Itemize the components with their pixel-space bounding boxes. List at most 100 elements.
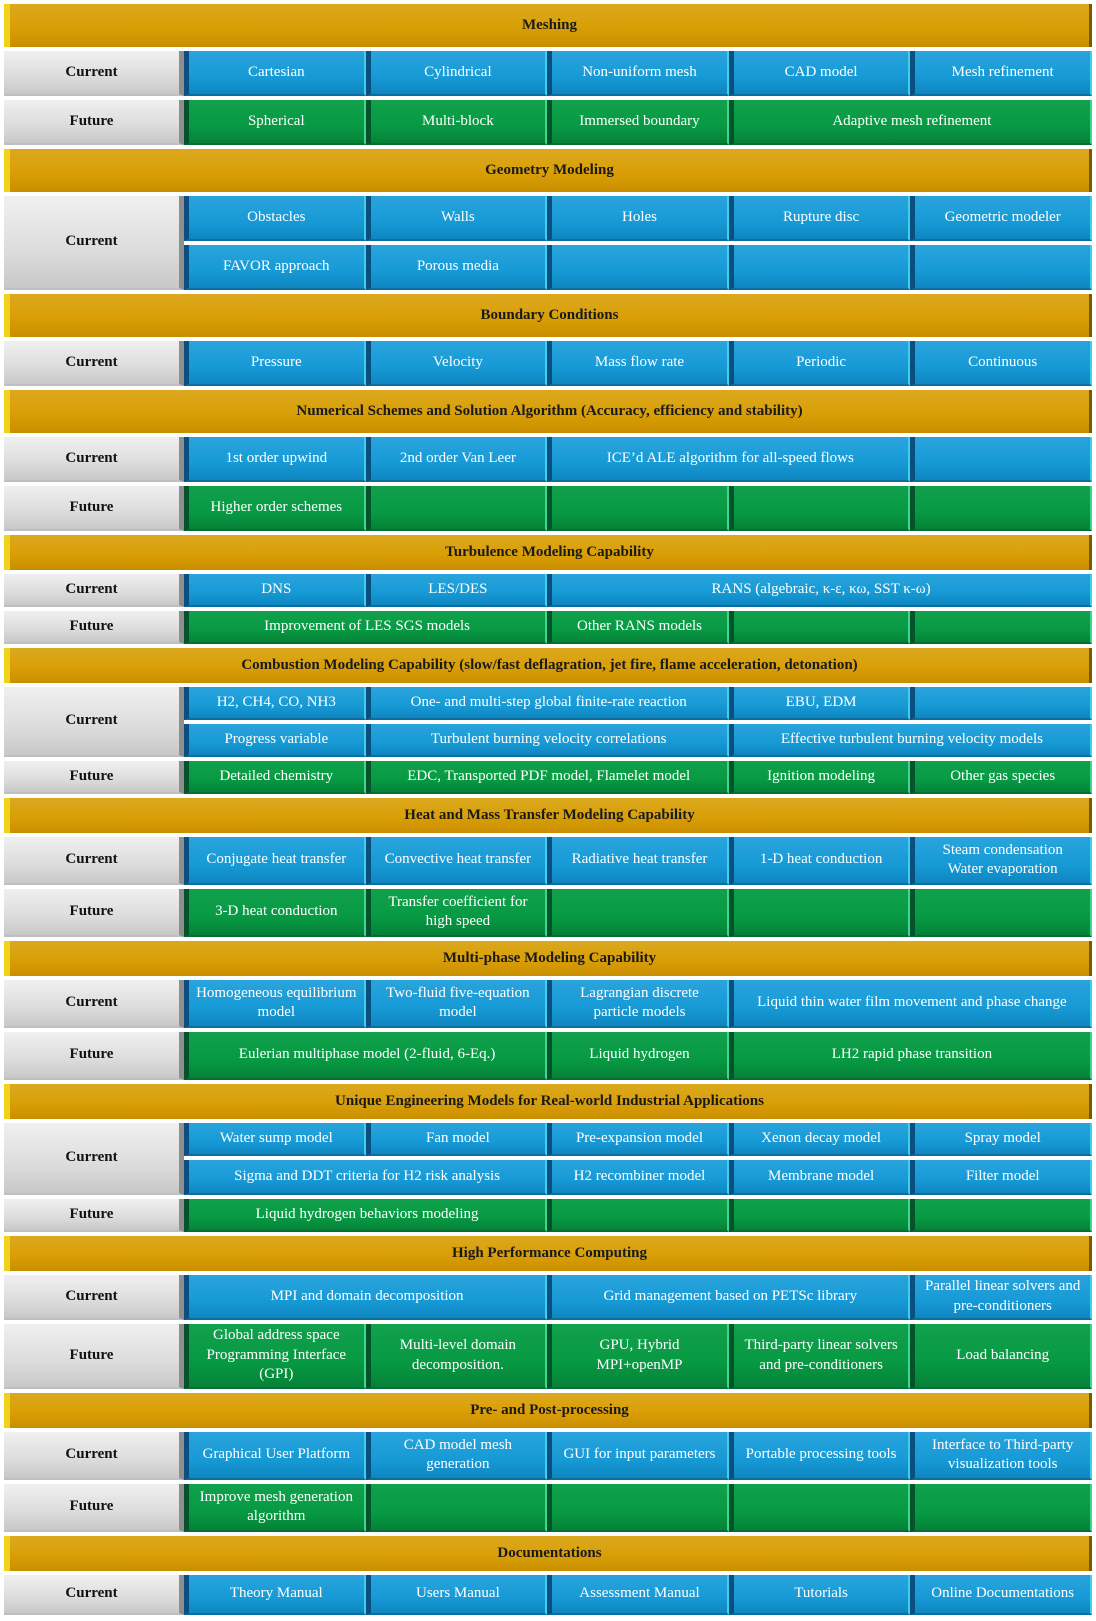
capability-cell: Portable processing tools <box>728 1432 911 1480</box>
capability-cell: Pressure <box>184 341 366 386</box>
section-header: High Performance Computing <box>4 1236 1092 1271</box>
section-header: Meshing <box>4 4 1092 47</box>
capability-cell: CAD model <box>728 51 911 96</box>
capability-cell: Adaptive mesh refinement <box>728 100 1092 145</box>
empty-cell <box>910 1484 1092 1532</box>
capability-cell: Ignition modeling <box>728 761 911 794</box>
capability-cell: Rupture disc <box>728 196 911 241</box>
row-label-current: Current <box>4 196 184 290</box>
capability-cell: Two-fluid five-equation model <box>365 980 548 1028</box>
capability-cell: RANS (algebraic, κ-ε, κω, SST κ-ω) <box>547 574 1092 607</box>
capability-cell: 2nd order Van Leer <box>365 437 548 482</box>
empty-cell <box>910 611 1092 644</box>
empty-cell <box>728 486 911 531</box>
row-label-current: Current <box>4 687 184 757</box>
capability-cell: Transfer coefficient for high speed <box>365 889 548 937</box>
empty-cell <box>910 889 1092 937</box>
row-label-current: Current <box>4 341 184 386</box>
capability-cell: Velocity <box>365 341 548 386</box>
capability-cell: LES/DES <box>365 574 548 607</box>
capability-cell: Other RANS models <box>547 611 729 644</box>
capability-cell: Multi-block <box>365 100 548 145</box>
capability-cell: Global address space Programming Interfa… <box>184 1324 366 1389</box>
capability-cell: H2 recombiner model <box>547 1160 729 1195</box>
capability-cell: Convective heat transfer <box>365 837 548 885</box>
capability-cell: Non-uniform mesh <box>547 51 729 96</box>
section-header: Documentations <box>4 1536 1092 1571</box>
capability-cell: Cylindrical <box>365 51 548 96</box>
capability-cell: Mass flow rate <box>547 341 729 386</box>
capability-cell: DNS <box>184 574 366 607</box>
row-label-current: Current <box>4 437 184 482</box>
capability-cell: Holes <box>547 196 729 241</box>
capability-cell: Liquid hydrogen <box>547 1032 729 1080</box>
section-header: Geometry Modeling <box>4 149 1092 192</box>
row-label-future: Future <box>4 611 184 644</box>
row-label-future: Future <box>4 1032 184 1080</box>
capability-cell: Theory Manual <box>184 1575 366 1615</box>
row-label-future: Future <box>4 889 184 937</box>
capability-cell: MPI and domain decomposition <box>184 1275 548 1320</box>
capability-cell: Eulerian multiphase model (2-fluid, 6-Eq… <box>184 1032 548 1080</box>
empty-cell <box>547 486 729 531</box>
capability-cell: H2, CH4, CO, NH3 <box>184 687 366 720</box>
empty-cell <box>547 889 729 937</box>
section-header: Unique Engineering Models for Real-world… <box>4 1084 1092 1119</box>
section-header: Combustion Modeling Capability (slow/fas… <box>4 648 1092 683</box>
row-label-current: Current <box>4 980 184 1028</box>
row-label-current: Current <box>4 837 184 885</box>
empty-cell <box>728 889 911 937</box>
empty-cell <box>910 486 1092 531</box>
empty-cell <box>728 611 911 644</box>
capability-cell: Membrane model <box>728 1160 911 1195</box>
section-header: Multi-phase Modeling Capability <box>4 941 1092 976</box>
row-label-current: Current <box>4 1123 184 1195</box>
empty-cell <box>365 1484 548 1532</box>
capability-cell: Mesh refinement <box>910 51 1092 96</box>
capability-cell: Third-party linear solvers and pre-condi… <box>728 1324 911 1389</box>
section-header: Heat and Mass Transfer Modeling Capabili… <box>4 798 1092 833</box>
section-header: Pre- and Post-processing <box>4 1393 1092 1428</box>
empty-cell <box>728 1484 911 1532</box>
capability-cell: Grid management based on PETSc library <box>547 1275 911 1320</box>
row-label-future: Future <box>4 486 184 531</box>
empty-cell <box>728 245 911 290</box>
capability-cell: FAVOR approach <box>184 245 366 290</box>
capability-cell: Load balancing <box>910 1324 1092 1389</box>
capability-cell: Other gas species <box>910 761 1092 794</box>
capability-cell: Progress variable <box>184 724 366 757</box>
capability-cell: Periodic <box>728 341 911 386</box>
capability-cell: Walls <box>365 196 548 241</box>
row-label-future: Future <box>4 761 184 794</box>
capability-cell: Liquid thin water film movement and phas… <box>728 980 1092 1028</box>
capability-cell: Online Documentations <box>910 1575 1092 1615</box>
capability-cell: 3-D heat conduction <box>184 889 366 937</box>
capability-cell: EBU, EDM <box>728 687 911 720</box>
empty-cell <box>365 486 548 531</box>
row-label-future: Future <box>4 1484 184 1532</box>
capability-cell: Spray model <box>910 1123 1092 1156</box>
capability-cell: Fan model <box>365 1123 548 1156</box>
empty-cell <box>910 687 1092 720</box>
capability-cell: Pre-expansion model <box>547 1123 729 1156</box>
capability-cell: Xenon decay model <box>728 1123 911 1156</box>
capability-cell: Sigma and DDT criteria for H2 risk analy… <box>184 1160 548 1195</box>
capability-cell: Cartesian <box>184 51 366 96</box>
empty-cell <box>910 245 1092 290</box>
capability-roadmap-table: Meshing Current Cartesian Cylindrical Non-un… <box>4 4 1092 1617</box>
empty-cell <box>547 245 729 290</box>
capability-cell: Porous media <box>365 245 548 290</box>
capability-cell: Spherical <box>184 100 366 145</box>
row-label-future: Future <box>4 1324 184 1389</box>
capability-cell: 1st order upwind <box>184 437 366 482</box>
empty-cell <box>547 1199 729 1232</box>
capability-cell: Homogeneous equilibrium model <box>184 980 366 1028</box>
section-header: Turbulence Modeling Capability <box>4 535 1092 570</box>
row-label-future: Future <box>4 100 184 145</box>
capability-cell: GUI for input parameters <box>547 1432 729 1480</box>
capability-cell: One- and multi-step global finite-rate r… <box>365 687 729 720</box>
section-header: Boundary Conditions <box>4 294 1092 337</box>
row-label-current: Current <box>4 51 184 96</box>
empty-cell <box>910 1199 1092 1232</box>
capability-cell: Conjugate heat transfer <box>184 837 366 885</box>
